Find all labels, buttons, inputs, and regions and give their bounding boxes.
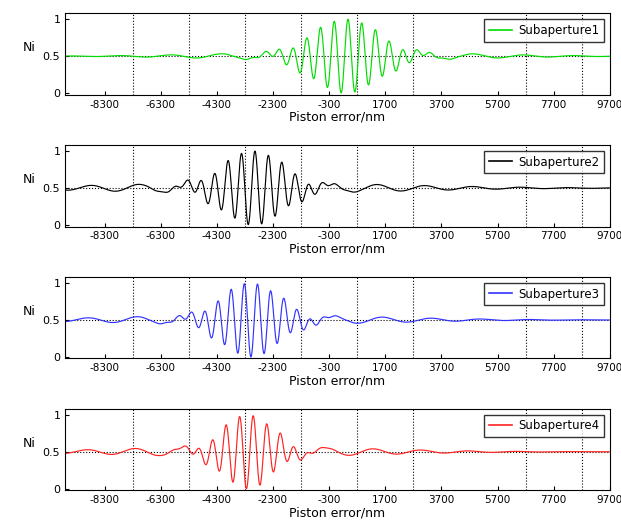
Y-axis label: Ni: Ni (22, 437, 35, 449)
X-axis label: Piston error/nm: Piston error/nm (289, 507, 386, 519)
Legend: Subaperture1: Subaperture1 (484, 19, 604, 41)
Legend: Subaperture2: Subaperture2 (484, 151, 604, 173)
X-axis label: Piston error/nm: Piston error/nm (289, 243, 386, 256)
Y-axis label: Ni: Ni (22, 305, 35, 317)
X-axis label: Piston error/nm: Piston error/nm (289, 375, 386, 387)
Y-axis label: Ni: Ni (22, 173, 35, 186)
Legend: Subaperture4: Subaperture4 (484, 415, 604, 437)
Legend: Subaperture3: Subaperture3 (484, 283, 604, 305)
Y-axis label: Ni: Ni (22, 41, 35, 54)
X-axis label: Piston error/nm: Piston error/nm (289, 111, 386, 124)
